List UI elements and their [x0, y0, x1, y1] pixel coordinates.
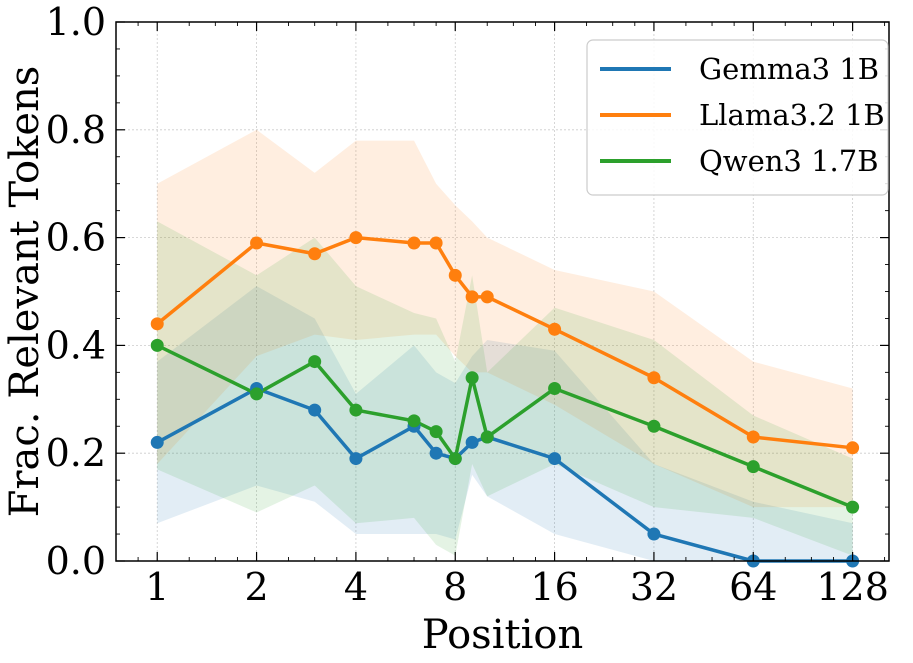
- legend-label: Llama3.2 1B: [699, 98, 885, 132]
- point-gemma3-1b: [465, 435, 479, 449]
- point-gemma3-1b: [308, 403, 322, 417]
- point-qwen3-1-7b: [480, 430, 494, 444]
- point-qwen3-1-7b: [448, 452, 462, 466]
- x-tick-label: 16: [530, 565, 578, 609]
- point-qwen3-1-7b: [250, 387, 264, 401]
- y-tick-label: 1.0: [46, 0, 106, 44]
- point-llama3-2-1b: [746, 430, 760, 444]
- point-llama3-2-1b: [647, 371, 661, 385]
- point-qwen3-1-7b: [407, 414, 421, 428]
- x-axis-label: Position: [422, 612, 583, 658]
- point-gemma3-1b: [150, 435, 164, 449]
- point-qwen3-1-7b: [308, 355, 322, 369]
- point-llama3-2-1b: [846, 441, 860, 455]
- point-llama3-2-1b: [429, 236, 443, 250]
- x-tick-label: 128: [816, 565, 889, 609]
- point-gemma3-1b: [548, 452, 562, 466]
- point-qwen3-1-7b: [429, 425, 443, 439]
- point-qwen3-1-7b: [846, 500, 860, 514]
- x-tick-label: 64: [729, 565, 777, 609]
- point-qwen3-1-7b: [150, 338, 164, 352]
- point-gemma3-1b: [647, 527, 661, 541]
- y-tick-label: 0.2: [46, 431, 106, 475]
- x-tick-label: 2: [244, 565, 268, 609]
- point-gemma3-1b: [429, 446, 443, 460]
- point-llama3-2-1b: [548, 322, 562, 336]
- legend-label: Gemma3 1B: [699, 52, 879, 86]
- y-tick-label: 0.8: [46, 108, 106, 152]
- point-qwen3-1-7b: [647, 419, 661, 433]
- y-tick-label: 0.4: [46, 323, 106, 367]
- band-llama3-2-1b: [157, 129, 853, 508]
- legend: Gemma3 1B Llama3.2 1B Qwen3 1.7B: [586, 39, 889, 196]
- point-llama3-2-1b: [250, 236, 264, 250]
- x-tick-label: 8: [443, 565, 467, 609]
- y-tick-label: 0.0: [46, 539, 106, 583]
- x-tick-label: 4: [344, 565, 368, 609]
- point-qwen3-1-7b: [746, 460, 760, 474]
- legend-box: [586, 39, 889, 196]
- y-tick-label: 0.6: [46, 216, 106, 260]
- tick-labels: 1 2 4 8 16 32 64 128 0.0 0.2 0.4 0.6 0.8 1.0: [46, 0, 889, 609]
- point-llama3-2-1b: [465, 290, 479, 304]
- point-llama3-2-1b: [407, 236, 421, 250]
- point-qwen3-1-7b: [548, 382, 562, 396]
- plot-frame: [115, 21, 890, 562]
- point-qwen3-1-7b: [349, 403, 363, 417]
- band-qwen3-1-7b: [157, 221, 853, 556]
- point-qwen3-1-7b: [465, 371, 479, 385]
- point-llama3-2-1b: [349, 231, 363, 245]
- point-llama3-2-1b: [150, 317, 164, 331]
- point-llama3-2-1b: [308, 247, 322, 261]
- x-tick-label: 32: [630, 565, 678, 609]
- point-gemma3-1b: [349, 452, 363, 466]
- legend-label: Qwen3 1.7B: [699, 144, 879, 178]
- point-llama3-2-1b: [480, 290, 494, 304]
- y-axis-label: Frac. Relevant Tokens: [2, 66, 48, 518]
- x-tick-label: 1: [145, 565, 169, 609]
- point-llama3-2-1b: [448, 268, 462, 282]
